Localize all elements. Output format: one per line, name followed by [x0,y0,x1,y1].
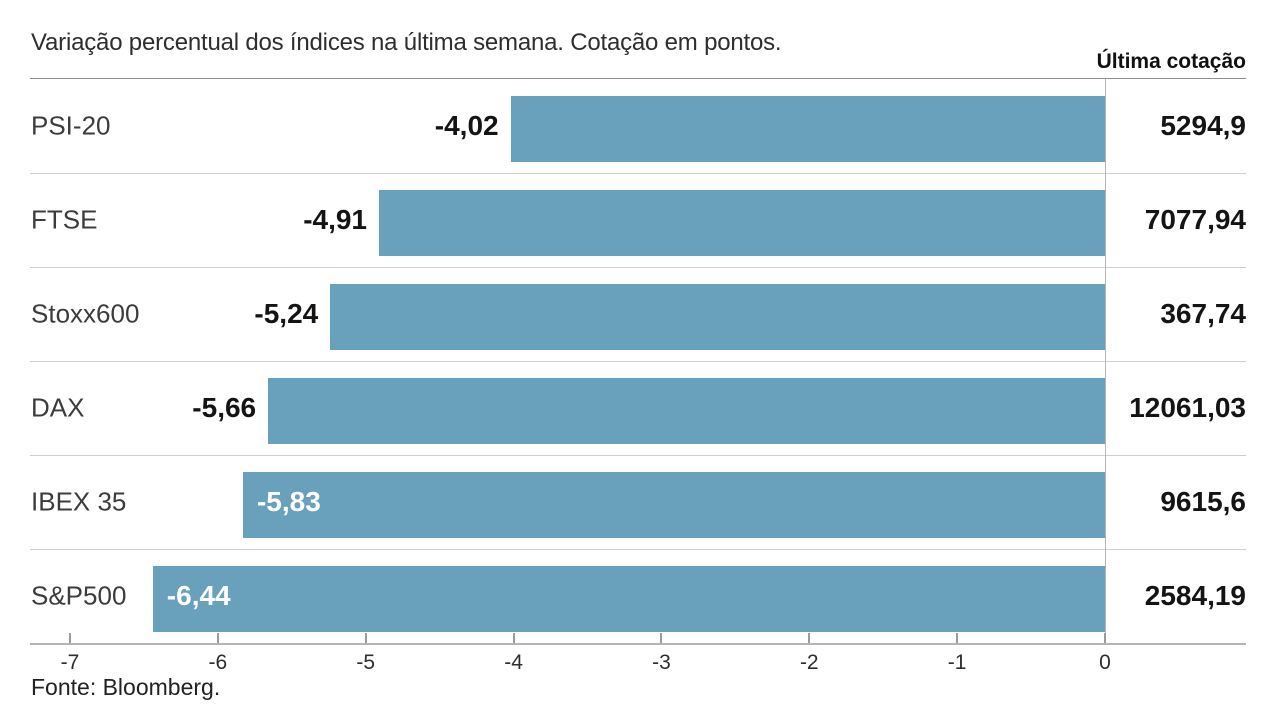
bar-row: Stoxx600 -5,24 367,74 [30,267,1246,362]
bar-row: FTSE -4,91 7077,94 [30,173,1246,268]
x-axis-tick-label: -6 [208,651,228,674]
x-axis-tick-mark [512,633,515,643]
variation-value-label: -5,24 [254,298,319,329]
value-bar [330,284,1105,350]
x-axis-tick-mark [956,633,959,643]
x-axis-line [30,643,1246,645]
x-axis-tick-mark [808,633,811,643]
variation-value-label: -4,91 [303,204,368,235]
x-axis-tick-label: 0 [1099,651,1111,674]
bar-row: S&P500 -6,44 2584,19 [30,549,1246,643]
x-axis-tick-mark [69,633,71,643]
value-bar [152,566,1105,632]
index-name-label: IBEX 35 [31,486,127,517]
last-quote-value: 2584,19 [1144,580,1246,611]
bar-row: PSI-20 -4,02 5294,9 [30,79,1246,174]
value-bar [268,378,1105,444]
value-bar [510,96,1105,162]
x-axis-tick-label: -2 [799,651,819,674]
index-name-label: S&P500 [31,580,127,611]
header-rule [30,78,1246,79]
x-axis-tick-mark [216,633,219,643]
x-axis-tick-mark [660,633,663,643]
x-axis-tick-label: -5 [356,651,376,674]
last-quote-column-header: Última cotação [1096,50,1246,73]
last-quote-value: 5294,9 [1160,110,1246,141]
last-quote-value: 7077,94 [1144,204,1246,235]
last-quote-value: 367,74 [1160,298,1246,329]
bar-row: IBEX 35 -5,83 9615,6 [30,455,1246,550]
last-quote-value: 12061,03 [1129,392,1246,423]
x-axis-tick-label: -1 [947,651,967,674]
variation-value-label: -6,44 [166,580,231,611]
index-name-label: PSI-20 [31,110,111,141]
value-bar [379,190,1105,256]
last-quote-value: 9615,6 [1160,486,1246,517]
variation-value-label: -4,02 [434,110,499,141]
x-axis-tick-label: -7 [60,651,80,674]
chart-title: Variação percentual dos índices na últim… [31,29,782,56]
index-name-label: Stoxx600 [31,298,140,329]
source-credit: Fonte: Bloomberg. [31,674,221,700]
variation-value-label: -5,83 [256,486,321,517]
bar-row: DAX -5,66 12061,03 [30,361,1246,456]
zero-axis-line [1105,79,1106,643]
index-name-label: FTSE [31,204,98,235]
x-axis-tick-mark [364,633,367,643]
index-name-label: DAX [31,392,85,423]
value-bar [242,472,1105,538]
x-axis-tick-label: -3 [652,651,671,674]
x-axis-tick-label: -4 [504,651,523,674]
variation-value-label: -5,66 [192,392,257,423]
x-axis-tick-mark [1104,633,1106,643]
